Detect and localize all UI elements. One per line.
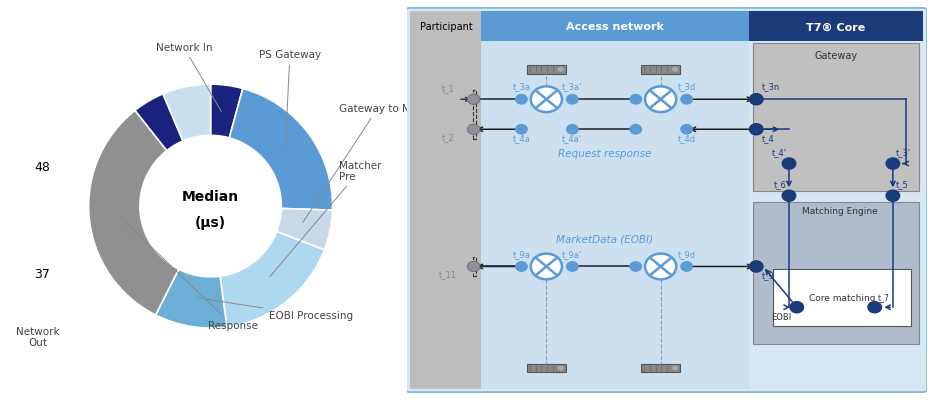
Text: t_3a: t_3a <box>512 82 531 91</box>
Text: t_2: t_2 <box>441 132 454 141</box>
Text: T7® Core: T7® Core <box>806 22 866 32</box>
Bar <box>641 66 680 74</box>
Bar <box>410 12 481 389</box>
Wedge shape <box>163 85 211 142</box>
Text: t_9d: t_9d <box>678 249 695 258</box>
Text: t_9a: t_9a <box>513 249 531 258</box>
Text: t_9: t_9 <box>762 271 774 279</box>
Circle shape <box>645 254 676 279</box>
Text: EOBI Processing: EOBI Processing <box>197 298 353 320</box>
Circle shape <box>559 366 563 370</box>
Text: 37: 37 <box>35 267 51 280</box>
Wedge shape <box>135 95 183 151</box>
Text: t_11: t_11 <box>439 269 457 278</box>
Wedge shape <box>155 269 227 328</box>
Wedge shape <box>229 89 332 211</box>
Bar <box>641 364 680 373</box>
Text: t_1: t_1 <box>441 83 454 93</box>
Wedge shape <box>211 85 242 138</box>
Bar <box>753 45 919 192</box>
Text: Access network: Access network <box>566 22 664 32</box>
Text: Matcher
Pre: Matcher Pre <box>270 160 381 277</box>
Text: t_5: t_5 <box>896 180 908 189</box>
Circle shape <box>516 262 527 271</box>
Text: t_3d: t_3d <box>678 82 695 91</box>
Circle shape <box>673 366 678 370</box>
Circle shape <box>645 87 676 113</box>
Circle shape <box>467 125 480 135</box>
Wedge shape <box>89 111 179 315</box>
Bar <box>749 12 923 42</box>
Circle shape <box>750 124 763 136</box>
Text: t_4: t_4 <box>762 134 774 143</box>
Circle shape <box>886 158 899 170</box>
Circle shape <box>680 125 693 135</box>
Circle shape <box>630 262 641 271</box>
Text: Request response: Request response <box>558 148 651 158</box>
Bar <box>481 42 749 389</box>
Circle shape <box>680 262 693 271</box>
Circle shape <box>516 125 527 135</box>
Bar <box>773 269 911 327</box>
Circle shape <box>531 254 562 279</box>
Text: PS Gateway: PS Gateway <box>259 50 321 149</box>
Circle shape <box>790 302 803 313</box>
Circle shape <box>673 68 678 72</box>
Text: Gateway: Gateway <box>814 51 857 61</box>
Text: t_3n: t_3n <box>762 82 780 91</box>
Circle shape <box>782 158 796 170</box>
Text: (µs): (µs) <box>195 215 227 229</box>
Text: t_7: t_7 <box>877 293 889 302</box>
Circle shape <box>750 94 763 105</box>
Text: Network
Out: Network Out <box>16 326 59 347</box>
Circle shape <box>782 190 796 202</box>
Bar <box>527 66 566 74</box>
Circle shape <box>531 87 562 113</box>
Text: MarketData (EOBI): MarketData (EOBI) <box>556 234 653 244</box>
Bar <box>481 12 749 42</box>
Text: t_9a': t_9a' <box>563 249 582 258</box>
Text: Core matching: Core matching <box>810 294 876 302</box>
Circle shape <box>868 302 882 313</box>
Text: t_4a: t_4a <box>513 134 531 143</box>
Circle shape <box>467 262 480 272</box>
Text: Median: Median <box>182 190 240 204</box>
Circle shape <box>467 95 480 105</box>
Circle shape <box>516 95 527 105</box>
Bar <box>473 257 476 276</box>
Circle shape <box>750 261 763 272</box>
Text: Gateway to ME: Gateway to ME <box>303 104 417 223</box>
Wedge shape <box>220 232 325 327</box>
Text: Network In: Network In <box>155 43 222 113</box>
Circle shape <box>566 95 578 105</box>
FancyBboxPatch shape <box>405 9 928 392</box>
Circle shape <box>886 190 899 202</box>
Text: t_4d: t_4d <box>678 134 695 143</box>
Text: t_3': t_3' <box>896 148 911 157</box>
Text: EOBI: EOBI <box>771 312 791 322</box>
Bar <box>753 203 919 344</box>
Text: Response: Response <box>121 218 257 330</box>
Text: t_3a': t_3a' <box>563 82 582 91</box>
Circle shape <box>630 125 641 135</box>
Text: 48: 48 <box>35 160 51 173</box>
Bar <box>473 91 476 139</box>
Text: t_6: t_6 <box>773 180 786 189</box>
Text: Matching Engine: Matching Engine <box>802 207 878 216</box>
Text: t_4': t_4' <box>771 148 786 157</box>
Circle shape <box>566 125 578 135</box>
Bar <box>527 364 566 373</box>
Circle shape <box>559 68 563 72</box>
Text: Participant: Participant <box>420 22 473 32</box>
Circle shape <box>630 95 641 105</box>
Circle shape <box>566 262 578 271</box>
Text: t_4a': t_4a' <box>563 134 582 143</box>
Circle shape <box>680 95 693 105</box>
Wedge shape <box>277 209 332 250</box>
Bar <box>749 42 923 389</box>
